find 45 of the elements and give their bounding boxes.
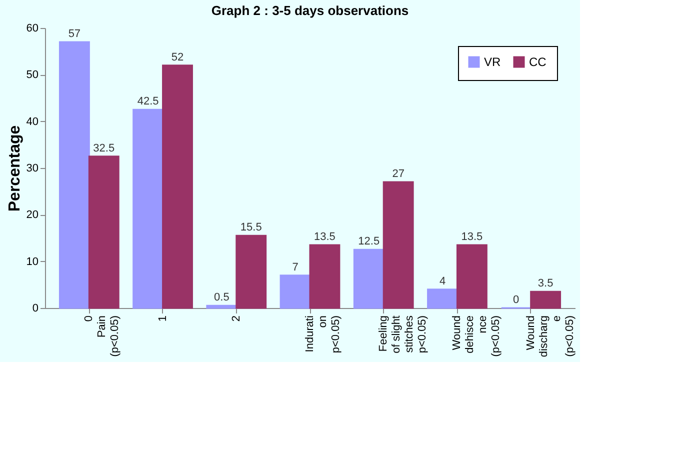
data-label: 57	[68, 28, 81, 40]
data-label: 32.5	[93, 142, 115, 154]
data-label: 27	[392, 168, 404, 180]
bar	[427, 288, 458, 309]
bar	[382, 181, 414, 309]
data-label: 12.5	[358, 236, 380, 248]
y-axis-title: Percentage	[6, 125, 24, 212]
data-label: 15.5	[240, 222, 262, 234]
x-tick-label: Wound dehisce nce (p<0.05)	[451, 316, 502, 357]
y-tick-label: 60	[26, 22, 38, 34]
y-tick-label: 40	[26, 116, 38, 128]
data-label: 42.5	[137, 96, 159, 108]
legend-label: VR	[484, 55, 502, 69]
data-label: 4	[439, 275, 446, 288]
bar	[309, 244, 340, 309]
y-tick-label: 30	[26, 162, 38, 174]
bar	[456, 244, 488, 309]
bar	[132, 108, 164, 309]
data-label: 3.5	[538, 278, 554, 290]
bar	[88, 156, 120, 309]
bar	[353, 248, 384, 309]
legend-label: CC	[529, 55, 547, 69]
x-tick-label: 0 Pain (p<0.05)	[83, 316, 122, 357]
data-label: 0.5	[214, 292, 230, 304]
y-tick-label: 0	[32, 302, 38, 314]
chart-title: Graph 2 : 3-5 days observations	[211, 3, 409, 18]
bar	[58, 41, 90, 309]
bar	[236, 234, 267, 309]
bar	[530, 290, 562, 309]
y-tick-label: 20	[26, 209, 38, 222]
x-tick-label: 2	[230, 316, 242, 322]
x-tick-label: 1	[156, 316, 169, 322]
data-label: 0	[513, 294, 520, 306]
bar	[206, 304, 238, 309]
y-tick-label: 10	[26, 256, 38, 268]
bar	[280, 274, 311, 309]
x-tick-label: Indurati on p<0.05)	[304, 316, 342, 354]
x-tick-label: Feeling of slight stitches p<0.05)	[378, 315, 429, 354]
data-label: 7	[292, 261, 298, 274]
y-tick-label: 50	[26, 69, 38, 82]
data-label: 13.5	[461, 231, 483, 243]
bar	[162, 64, 193, 309]
data-label: 13.5	[314, 231, 336, 243]
data-label: 52	[171, 51, 184, 64]
x-tick-label: Wound discharg e (p<0.05)	[524, 316, 576, 358]
